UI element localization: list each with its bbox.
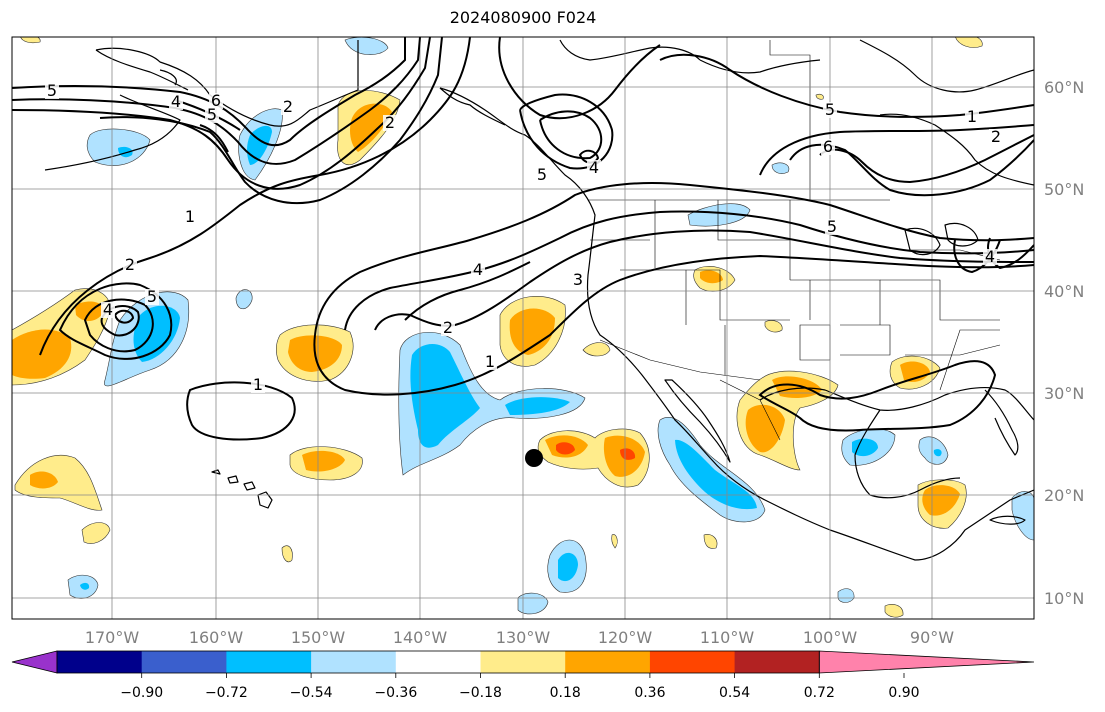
- latitude-label: 10°N: [1044, 589, 1084, 608]
- colorbar-segment: [57, 651, 143, 673]
- colorbar: −0.90 −0.72 −0.54 −0.36 −0.18 0.18 0.36 0.54 0.7…: [11, 650, 1035, 701]
- anomaly-shading: [12, 37, 1034, 618]
- contour-label: 1: [967, 107, 977, 126]
- colorbar-segment: [480, 651, 566, 673]
- contour-label: 1: [185, 207, 195, 226]
- colorbar-segment: [226, 651, 312, 673]
- colorbar-tick-label: −0.90: [120, 685, 163, 701]
- latitude-label: 40°N: [1044, 282, 1084, 301]
- contour-label: 1: [485, 352, 495, 371]
- longitude-label: 150°W: [291, 628, 346, 647]
- colorbar-tick-label: −0.36: [374, 685, 417, 701]
- contour-label: 4: [589, 158, 599, 177]
- contour-label: 5: [47, 81, 57, 100]
- contour-label: 4: [985, 247, 995, 266]
- map-frame: [11, 36, 1035, 620]
- negative-anomaly-cores: [80, 125, 942, 590]
- longitude-label: 90°W: [910, 628, 954, 647]
- contour-label: 1: [253, 375, 263, 394]
- contour-lines: [12, 37, 1034, 441]
- contour-label: 5: [537, 165, 547, 184]
- longitude-label: 120°W: [598, 628, 653, 647]
- longitude-label: 140°W: [393, 628, 448, 647]
- longitude-label: 160°W: [189, 628, 244, 647]
- longitude-label: 170°W: [85, 628, 140, 647]
- colorbar-tick-label: −0.54: [290, 685, 333, 701]
- strong-positive-cores: [556, 442, 636, 460]
- contour-label: 5: [827, 217, 837, 236]
- contour-label: 2: [125, 255, 135, 274]
- contour-label: 2: [991, 127, 1001, 146]
- contour-label: 2: [443, 318, 453, 337]
- latitude-labels: 60°N 50°N 40°N 30°N 20°N 10°N: [1044, 78, 1084, 608]
- colorbar-segment: [649, 651, 736, 673]
- colorbar-segment: [311, 651, 397, 673]
- colorbar-tick-label: 0.36: [634, 685, 665, 701]
- longitude-label: 130°W: [496, 628, 551, 647]
- colorbar-tick-label: 0.54: [719, 685, 750, 701]
- latitude-label: 30°N: [1044, 384, 1084, 403]
- contour-label: 6: [211, 91, 221, 110]
- contour-label: 4: [103, 300, 113, 319]
- colorbar-tick-label: 0.90: [888, 685, 919, 701]
- contour-label: 5: [825, 100, 835, 119]
- colorbar-tick-label: 0.72: [804, 685, 835, 701]
- location-marker: [525, 449, 543, 467]
- positive-anomaly-cores: [12, 103, 960, 516]
- colorbar-tick-label: −0.72: [205, 685, 248, 701]
- latitude-label: 50°N: [1044, 180, 1084, 199]
- longitude-label: 100°W: [803, 628, 858, 647]
- graticule: [12, 37, 1034, 619]
- colorbar-segment: [734, 651, 820, 673]
- colorbar-tick-label: −0.18: [459, 685, 502, 701]
- colorbar-tick-label: 0.18: [550, 685, 581, 701]
- longitude-labels: 170°W 160°W 150°W 140°W 130°W 120°W 110°W 100°W…: [85, 628, 954, 647]
- contour-label: 4: [473, 260, 483, 279]
- colorbar-extend-high: [818, 650, 1035, 674]
- map-title: 2024080900 F024: [449, 8, 597, 27]
- contour-label: 4: [171, 92, 181, 111]
- contour-label: 2: [283, 97, 293, 116]
- colorbar-segment: [141, 651, 227, 673]
- contour-label: 5: [147, 287, 157, 306]
- colorbar-segment: [565, 651, 651, 673]
- longitude-label: 110°W: [700, 628, 755, 647]
- contour-label: 3: [573, 270, 583, 289]
- colorbar-extend-low: [11, 650, 58, 674]
- contour-label: 5: [207, 105, 217, 124]
- latitude-label: 60°N: [1044, 78, 1084, 97]
- colorbar-segment: [395, 651, 481, 673]
- contour-label: 2: [385, 113, 395, 132]
- contour-label: 6: [823, 137, 833, 156]
- latitude-label: 20°N: [1044, 486, 1084, 505]
